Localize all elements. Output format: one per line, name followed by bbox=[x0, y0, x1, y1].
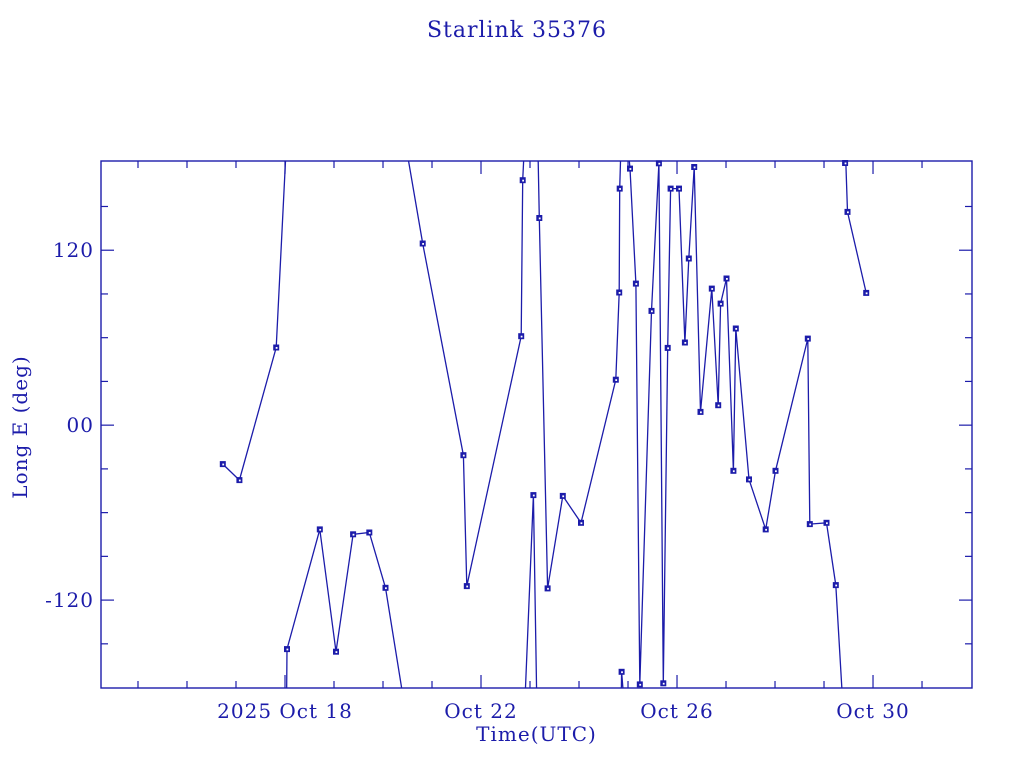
data-marker-center bbox=[693, 166, 696, 169]
data-marker-center bbox=[844, 162, 847, 165]
data-marker-center bbox=[700, 411, 702, 414]
data-line bbox=[620, 671, 624, 688]
y-tick-label: -120 bbox=[45, 588, 94, 612]
y-axis-label: Long E (deg) bbox=[8, 355, 32, 499]
x-tick-label: 2025 Oct 18 bbox=[217, 699, 353, 723]
data-marker-center bbox=[462, 454, 465, 457]
data-marker-center bbox=[732, 470, 735, 473]
data-marker-center bbox=[580, 522, 583, 525]
data-marker-center bbox=[385, 587, 387, 590]
data-line bbox=[286, 529, 403, 688]
x-tick-label: Oct 30 bbox=[836, 699, 909, 723]
data-line bbox=[628, 161, 843, 688]
data-marker-center bbox=[619, 188, 621, 190]
x-tick-label: Oct 22 bbox=[444, 699, 517, 723]
data-line bbox=[524, 495, 538, 688]
data-marker-center bbox=[639, 683, 642, 686]
data-marker-center bbox=[735, 328, 738, 330]
data-marker-center bbox=[615, 379, 618, 381]
data-marker-center bbox=[835, 584, 838, 587]
data-marker-center bbox=[807, 338, 810, 340]
x-tick-label: Oct 26 bbox=[640, 699, 713, 723]
data-marker-center bbox=[238, 479, 241, 482]
data-marker-center bbox=[865, 292, 868, 295]
data-marker-center bbox=[688, 258, 691, 260]
data-marker-center bbox=[635, 283, 638, 285]
data-marker-center bbox=[222, 463, 225, 466]
data-marker-center bbox=[826, 522, 828, 525]
data-marker-center bbox=[352, 533, 355, 536]
data-marker-center bbox=[726, 278, 728, 280]
data-marker-center bbox=[368, 532, 371, 534]
data-marker-center bbox=[765, 528, 767, 531]
data-marker-center bbox=[667, 347, 669, 350]
data-marker-center bbox=[684, 342, 687, 344]
data-marker-center bbox=[335, 651, 338, 653]
data-marker-center bbox=[422, 243, 424, 245]
data-marker-center bbox=[547, 587, 549, 590]
data-marker-center bbox=[658, 162, 661, 165]
y-tick-label: 00 bbox=[67, 413, 94, 437]
data-marker-center bbox=[319, 528, 322, 531]
data-marker-center bbox=[711, 288, 714, 290]
data-marker-center bbox=[621, 671, 623, 674]
data-marker-center bbox=[562, 495, 565, 498]
data-marker-center bbox=[522, 179, 524, 182]
data-marker-center bbox=[466, 585, 469, 588]
plot-frame bbox=[100, 160, 973, 689]
data-marker-center bbox=[662, 682, 665, 685]
data-line bbox=[845, 161, 867, 294]
data-line bbox=[222, 161, 287, 482]
data-marker-center bbox=[720, 303, 722, 305]
data-marker-center bbox=[670, 188, 672, 190]
data-marker-center bbox=[275, 347, 278, 349]
chart-title: Starlink 35376 bbox=[426, 18, 608, 43]
data-marker-center bbox=[520, 335, 523, 338]
data-marker-center bbox=[651, 310, 653, 313]
data-marker-center bbox=[629, 168, 632, 170]
y-tick-label: 120 bbox=[53, 238, 94, 262]
data-marker-center bbox=[809, 523, 812, 526]
data-marker-center bbox=[717, 404, 720, 407]
data-marker-center bbox=[678, 188, 681, 190]
data-marker-center bbox=[618, 292, 621, 294]
data-marker-center bbox=[748, 478, 751, 481]
data-marker-center bbox=[775, 470, 777, 473]
data-marker-center bbox=[286, 648, 289, 651]
data-line bbox=[407, 161, 525, 587]
data-marker-center bbox=[532, 494, 535, 497]
x-axis-label: Time(UTC) bbox=[476, 722, 597, 746]
data-marker-center bbox=[538, 217, 541, 220]
data-marker-center bbox=[847, 211, 849, 214]
